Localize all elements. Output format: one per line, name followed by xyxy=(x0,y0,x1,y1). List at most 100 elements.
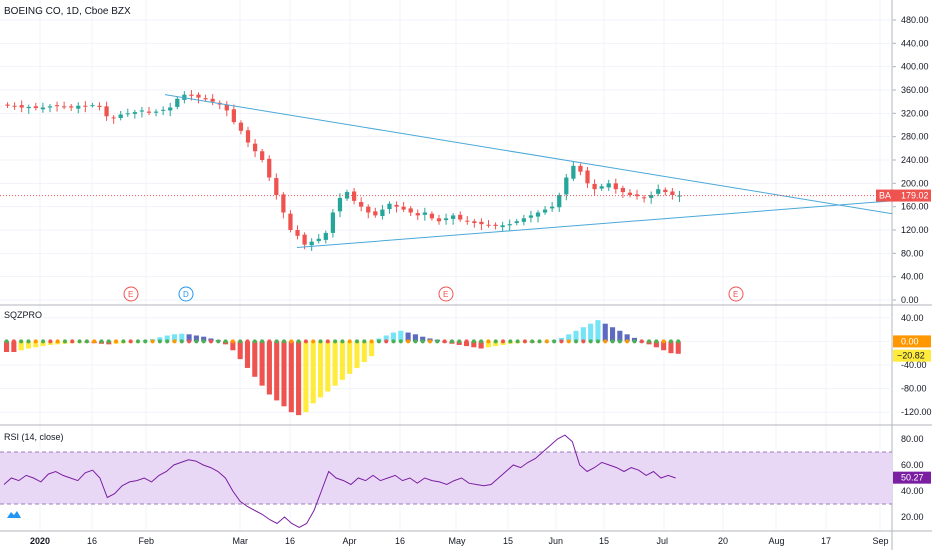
candle xyxy=(5,104,10,106)
sqz-value: −20.82 xyxy=(897,351,925,361)
sqz-dot xyxy=(544,339,549,344)
sqz-dot xyxy=(457,339,462,344)
candle xyxy=(330,212,336,233)
sqz-dot xyxy=(369,339,374,344)
rsi-tick-label: 80.00 xyxy=(901,434,924,444)
candle xyxy=(168,107,173,111)
sqz-bar xyxy=(40,341,46,347)
sqz-dot xyxy=(486,339,491,344)
last-price-symbol-badge xyxy=(876,189,894,202)
sqz-dot xyxy=(179,339,184,344)
sqz-bar xyxy=(157,337,163,342)
sqz-bar xyxy=(310,341,316,404)
candle xyxy=(641,197,647,199)
sqz-dot xyxy=(340,339,345,344)
sqz-dot xyxy=(99,339,104,344)
sqz-dot xyxy=(48,339,53,344)
candle xyxy=(592,183,597,190)
candle xyxy=(252,143,258,152)
sqz-bar xyxy=(237,341,243,360)
sqz-dot xyxy=(654,339,659,344)
sqz-dot xyxy=(347,339,352,344)
sqz-bar xyxy=(244,341,251,368)
sqz-bar xyxy=(347,341,353,374)
candle xyxy=(380,209,385,216)
event-marker-letter: D xyxy=(183,290,189,299)
time-tick-label: 17 xyxy=(821,536,831,546)
candle xyxy=(245,130,251,143)
sqz-dot xyxy=(668,339,673,344)
time-tick-label: 15 xyxy=(503,536,513,546)
time-tick-label: 16 xyxy=(87,536,97,546)
sqz-bar xyxy=(668,341,674,354)
candle xyxy=(366,206,371,213)
sqz-bar xyxy=(171,334,178,342)
candle xyxy=(422,212,427,215)
candle xyxy=(19,105,24,108)
sqz-bar xyxy=(383,335,389,342)
sqz-dot xyxy=(150,339,155,344)
price-tick-label: 240.00 xyxy=(901,155,929,165)
candle xyxy=(408,208,413,213)
sqz-tick-label: 40.00 xyxy=(901,313,924,323)
sqz-dot xyxy=(77,339,82,344)
sqz-dot xyxy=(325,339,330,344)
time-tick-label: Feb xyxy=(139,536,155,546)
candle xyxy=(486,224,491,226)
candle xyxy=(458,214,463,220)
sqz-bar xyxy=(317,341,324,398)
candle xyxy=(571,165,576,179)
candle xyxy=(500,225,505,228)
candle xyxy=(528,215,534,218)
sqz-dot xyxy=(223,339,228,344)
rsi-label[interactable]: RSI (14, close) xyxy=(4,432,64,442)
sqzpro-label[interactable]: SQZPRO xyxy=(4,310,43,320)
candle xyxy=(260,151,265,160)
candle xyxy=(670,191,675,195)
sqz-dot xyxy=(26,339,31,344)
sqz-dot xyxy=(114,339,119,344)
candle xyxy=(514,221,519,223)
sqz-bar xyxy=(259,341,265,386)
candle xyxy=(76,105,81,109)
sqz-dot xyxy=(230,339,235,344)
candle xyxy=(634,194,640,197)
tradingview-logo-icon[interactable] xyxy=(6,508,22,520)
candle xyxy=(387,203,392,209)
candle xyxy=(54,105,60,107)
trendline-lower xyxy=(296,200,893,248)
sqz-dot xyxy=(19,339,24,344)
price-tick-label: 200.00 xyxy=(901,178,929,188)
time-tick-label: Sep xyxy=(873,536,889,546)
sqz-dot xyxy=(530,339,535,344)
candle xyxy=(550,206,555,209)
event-marker-letter: E xyxy=(733,290,738,299)
price-tick-label: 480.00 xyxy=(901,15,929,25)
sqz-dot xyxy=(274,339,279,344)
sqz-tick-label: -40.00 xyxy=(901,360,927,370)
sqz-dot xyxy=(639,339,644,344)
candle xyxy=(493,224,498,226)
sqz-bar xyxy=(398,330,404,342)
last-price-value: 179.02 xyxy=(901,191,929,201)
sqz-bar xyxy=(588,323,594,342)
candle xyxy=(451,215,456,219)
sqz-dot xyxy=(603,339,608,344)
candle xyxy=(663,189,668,193)
candle xyxy=(649,195,654,198)
event-marker-letter: E xyxy=(128,290,133,299)
candle xyxy=(373,211,378,216)
sqz-dot xyxy=(318,339,323,344)
candle xyxy=(132,112,137,114)
sqz-bar xyxy=(412,334,418,342)
price-tick-label: 400.00 xyxy=(901,62,929,72)
candle xyxy=(542,209,548,213)
sqz-dot xyxy=(41,339,46,344)
event-marker xyxy=(728,286,744,302)
candle xyxy=(139,110,145,112)
sqz-dot xyxy=(384,339,389,344)
sqz-dot xyxy=(501,339,506,344)
sqz-dot xyxy=(121,339,126,344)
price-tick-label: 80.00 xyxy=(901,248,924,258)
